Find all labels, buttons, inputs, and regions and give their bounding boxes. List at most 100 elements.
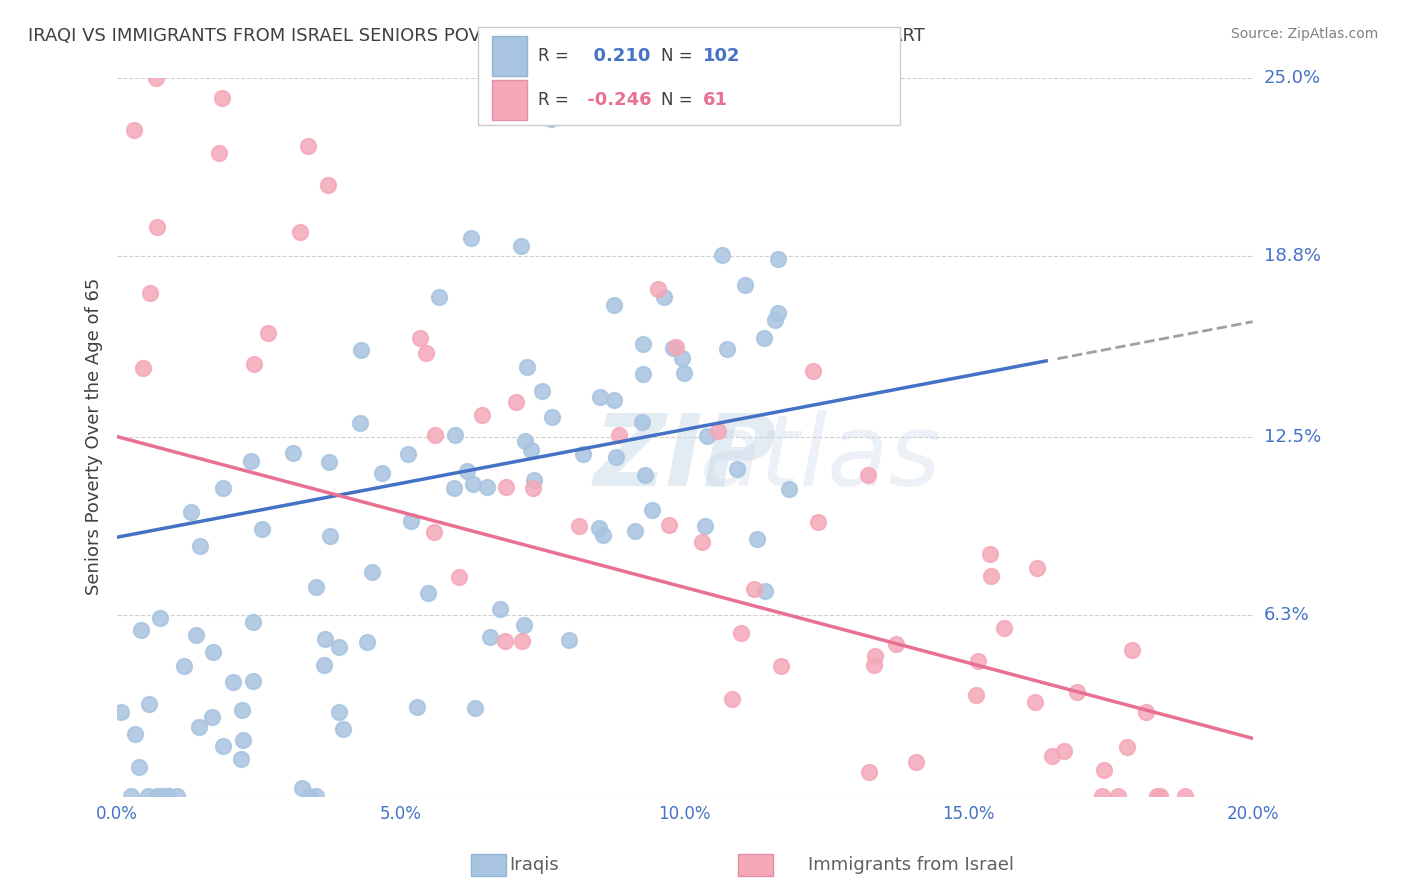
Point	[443, 481, 465, 495]
Point	[1116, 739, 1139, 754]
Point	[967, 655, 990, 669]
Point	[120, 789, 142, 803]
Point	[187, 720, 209, 734]
Point	[979, 547, 1001, 561]
Point	[557, 633, 579, 648]
Text: 61: 61	[703, 91, 728, 110]
Point	[361, 566, 384, 580]
Point	[250, 523, 273, 537]
Point	[863, 658, 886, 673]
Text: 102: 102	[703, 47, 741, 65]
Point	[886, 637, 908, 651]
Point	[1026, 561, 1049, 575]
Point	[180, 505, 202, 519]
Point	[401, 514, 423, 528]
Point	[184, 628, 207, 642]
Text: 25.0%: 25.0%	[1264, 69, 1322, 87]
Point	[464, 701, 486, 715]
Point	[769, 659, 792, 673]
Point	[634, 468, 657, 483]
Point	[631, 367, 654, 381]
Point	[568, 519, 591, 533]
Point	[523, 474, 546, 488]
Point	[145, 70, 167, 85]
Text: 0.210: 0.210	[581, 47, 650, 65]
Point	[460, 231, 482, 245]
Point	[150, 789, 173, 803]
Text: -0.246: -0.246	[581, 91, 651, 110]
Point	[1091, 789, 1114, 803]
Text: ZIP: ZIP	[593, 409, 776, 507]
Point	[488, 601, 510, 615]
Point	[231, 703, 253, 717]
Point	[328, 640, 350, 655]
Point	[980, 569, 1002, 583]
Point	[1146, 789, 1168, 803]
Point	[314, 658, 336, 673]
Y-axis label: Seniors Poverty Over the Age of 65: Seniors Poverty Over the Age of 65	[86, 278, 103, 595]
Point	[520, 442, 543, 457]
Point	[631, 415, 654, 429]
Point	[396, 447, 419, 461]
Point	[665, 340, 688, 354]
Text: atlas: atlas	[700, 409, 942, 507]
Point	[406, 699, 429, 714]
Point	[239, 454, 262, 468]
Point	[1042, 749, 1064, 764]
Point	[475, 480, 498, 494]
Point	[647, 282, 669, 296]
Point	[332, 722, 354, 736]
Point	[201, 709, 224, 723]
Text: Immigrants from Israel: Immigrants from Israel	[808, 856, 1015, 874]
Point	[316, 178, 339, 193]
Point	[603, 298, 626, 312]
Point	[110, 705, 132, 719]
Point	[730, 625, 752, 640]
Point	[673, 366, 696, 380]
Point	[211, 91, 233, 105]
Point	[1135, 705, 1157, 719]
Point	[463, 477, 485, 491]
Point	[696, 428, 718, 442]
Point	[243, 357, 266, 371]
Point	[423, 524, 446, 539]
Point	[766, 306, 789, 320]
Point	[222, 675, 245, 690]
Point	[146, 220, 169, 235]
Point	[423, 428, 446, 442]
Point	[1092, 763, 1115, 777]
Point	[510, 633, 533, 648]
Point	[447, 570, 470, 584]
Point	[416, 586, 439, 600]
Point	[415, 345, 437, 359]
Point	[156, 789, 179, 803]
Point	[905, 755, 928, 769]
Point	[494, 634, 516, 648]
Text: 6.3%: 6.3%	[1264, 606, 1309, 624]
Point	[803, 364, 825, 378]
Point	[297, 139, 319, 153]
Point	[734, 278, 756, 293]
Text: 18.8%: 18.8%	[1264, 247, 1320, 265]
Point	[1174, 789, 1197, 803]
Point	[242, 673, 264, 688]
Point	[716, 343, 738, 357]
Point	[513, 617, 536, 632]
Point	[993, 621, 1015, 635]
Point	[349, 416, 371, 430]
Point	[671, 351, 693, 365]
Point	[530, 384, 553, 399]
Point	[350, 343, 373, 357]
Point	[471, 408, 494, 422]
Text: R =: R =	[538, 47, 569, 65]
Text: R =: R =	[538, 91, 569, 110]
Point	[291, 781, 314, 796]
Point	[457, 464, 479, 478]
Point	[145, 789, 167, 803]
Text: Iraqis: Iraqis	[509, 856, 560, 874]
Point	[641, 502, 664, 516]
Point	[652, 290, 675, 304]
Point	[328, 705, 350, 719]
Point	[283, 446, 305, 460]
Point	[588, 521, 610, 535]
